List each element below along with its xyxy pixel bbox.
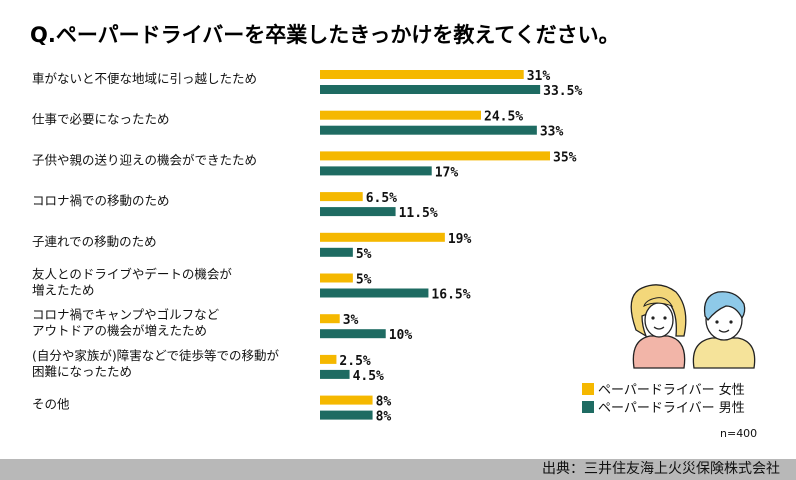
- value-label: 17%: [435, 165, 459, 180]
- value-label: 8%: [376, 410, 392, 425]
- footer-bar: [0, 459, 796, 480]
- bar-female: [320, 314, 340, 324]
- category-label-line: 困難になったため: [32, 364, 132, 379]
- value-label: 3%: [343, 313, 359, 328]
- value-label: 4.5%: [353, 369, 384, 384]
- category-label: その他: [32, 397, 70, 412]
- category-label-line: 子供や親の送り迎えの機会ができたため: [32, 152, 257, 167]
- value-label: 6.5%: [366, 191, 397, 206]
- bars: [320, 70, 550, 420]
- category-label-line: 仕事で必要になったため: [32, 112, 170, 127]
- bar-female: [320, 232, 445, 242]
- value-label: 5%: [356, 247, 372, 262]
- category-label: 子連れでの移動のため: [32, 234, 157, 249]
- value-label: 5%: [356, 273, 372, 288]
- bar-male: [320, 288, 429, 298]
- value-label: 2.5%: [339, 354, 370, 369]
- value-label: 16.5%: [431, 288, 470, 303]
- category-label-line: 増えたため: [32, 283, 95, 298]
- value-label: 35%: [553, 150, 577, 165]
- value-label: 33.5%: [543, 84, 582, 99]
- woman-illustration: [630, 284, 687, 369]
- bar-female: [320, 70, 524, 79]
- category-label: 車がないと不便な地域に引っ越したため: [32, 71, 257, 86]
- category-label-line: 友人とのドライブやデートの機会が: [32, 267, 232, 282]
- category-label-line: アウトドアの機会が増えたため: [32, 323, 207, 338]
- legend-label-male: ペーパードライバー 男性: [598, 401, 745, 416]
- legend-swatch-male: [582, 401, 594, 413]
- bar-male: [320, 369, 350, 379]
- bar-male: [320, 329, 386, 339]
- category-labels: 車がないと不便な地域に引っ越したため仕事で必要になったため子供や親の送り迎えの機…: [32, 71, 280, 412]
- value-label: 10%: [389, 328, 413, 343]
- bar-male: [320, 125, 537, 135]
- bar-male: [320, 247, 353, 257]
- category-label-line: コロナ禍での移動のため: [32, 193, 170, 208]
- bar-female: [320, 395, 373, 405]
- category-label-line: 子連れでの移動のため: [32, 234, 157, 249]
- category-label-line: 車がないと不便な地域に引っ越したため: [32, 71, 257, 86]
- category-label-line: コロナ禍でキャンプやゴルフなど: [32, 307, 220, 322]
- sample-size-note: n=400: [720, 427, 757, 440]
- category-label: 子供や親の送り迎えの機会ができたため: [32, 152, 257, 167]
- legend: ペーパードライバー 女性 ペーパードライバー 男性: [582, 382, 745, 416]
- category-label-line: その他: [32, 397, 70, 412]
- category-label: 仕事で必要になったため: [32, 112, 170, 127]
- value-label: 24.5%: [484, 110, 523, 125]
- legend-label-female: ペーパードライバー 女性: [598, 382, 745, 398]
- footer-source: 出典：三井住友海上火災保険株式会社: [542, 461, 780, 477]
- category-label: コロナ禍でキャンプやゴルフなどアウトドアの機会が増えたため: [32, 307, 220, 338]
- bar-male: [320, 410, 373, 420]
- people-illustration: [630, 284, 756, 369]
- bar-male: [320, 85, 541, 94]
- legend-swatch-female: [582, 383, 594, 395]
- value-label: 31%: [527, 69, 551, 84]
- chart-title: Q.ペーパードライバーを卒業したきっかけを教えてください。: [30, 23, 620, 47]
- bar-female: [320, 151, 550, 161]
- bar-female: [320, 273, 353, 283]
- bar-female: [320, 354, 337, 364]
- category-label: コロナ禍での移動のため: [32, 193, 170, 208]
- value-label: 11.5%: [399, 206, 438, 221]
- value-label: 8%: [376, 395, 392, 410]
- bar-male: [320, 166, 432, 176]
- bar-female: [320, 192, 363, 202]
- category-label-line: (自分や家族が)障害などで徒歩等での移動が: [32, 348, 280, 363]
- category-label: 友人とのドライブやデートの機会が増えたため: [32, 267, 232, 298]
- value-label: 33%: [540, 125, 564, 140]
- value-label: 19%: [448, 232, 472, 247]
- category-label: (自分や家族が)障害などで徒歩等での移動が困難になったため: [32, 348, 280, 379]
- man-illustration: [692, 291, 756, 369]
- bar-female: [320, 110, 481, 120]
- value-labels: 31%33.5% 24.5% 33% 35% 17% 6.5%11.5% 19% 5% 5% 16…: [339, 69, 582, 425]
- bar-male: [320, 207, 396, 217]
